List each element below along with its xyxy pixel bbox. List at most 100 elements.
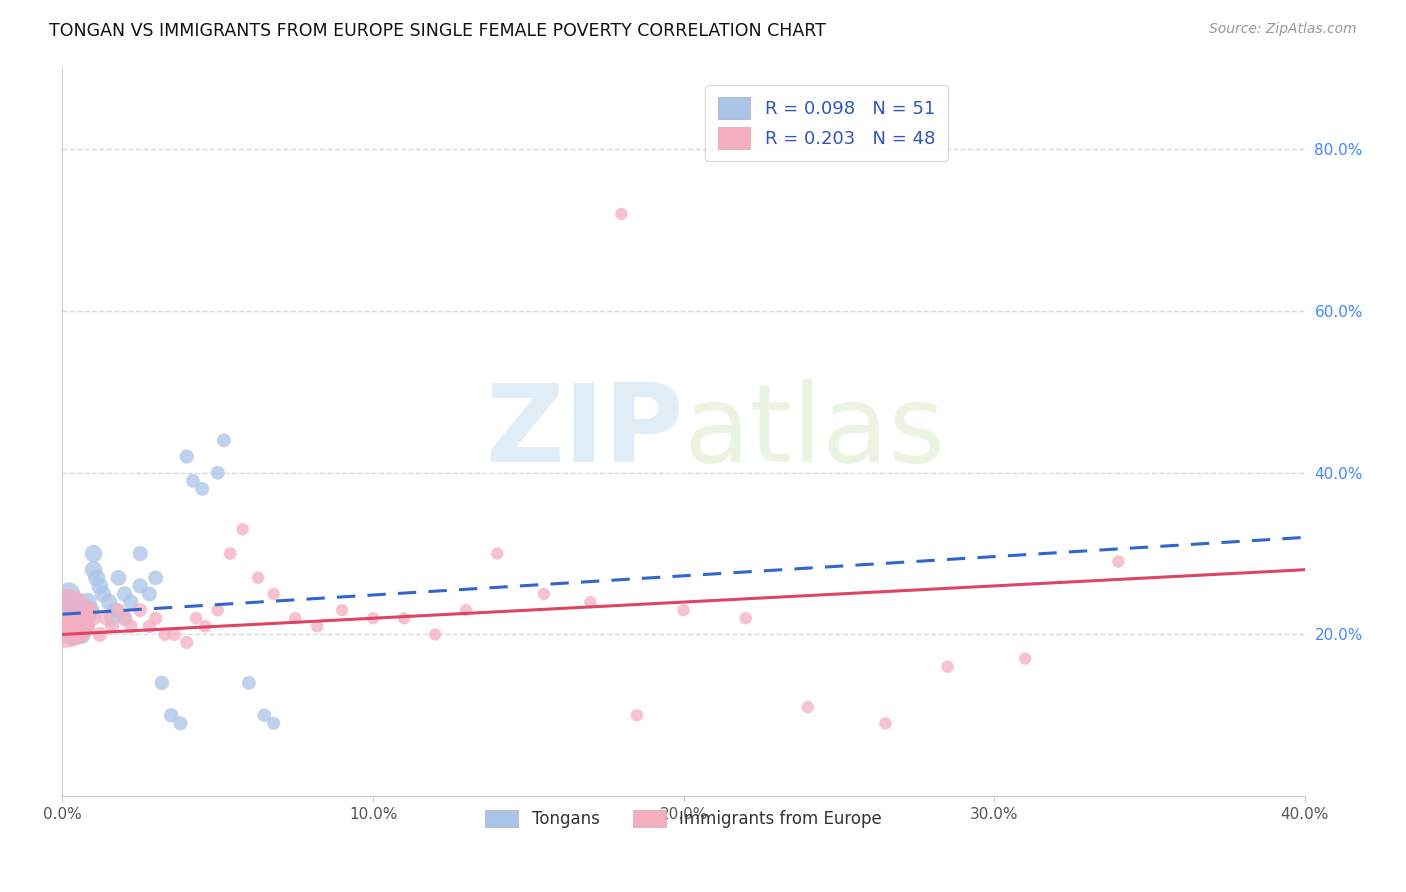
Point bbox=[263, 587, 285, 601]
Point bbox=[169, 716, 191, 731]
Point bbox=[253, 708, 276, 723]
Point bbox=[63, 611, 86, 625]
Point bbox=[181, 474, 204, 488]
Point bbox=[392, 611, 415, 625]
Point bbox=[423, 627, 446, 641]
Point bbox=[120, 595, 142, 609]
Point bbox=[63, 627, 86, 641]
Point bbox=[163, 627, 186, 641]
Point bbox=[70, 611, 93, 625]
Point bbox=[138, 587, 160, 601]
Point bbox=[176, 450, 198, 464]
Point bbox=[184, 611, 207, 625]
Point bbox=[89, 627, 111, 641]
Point bbox=[114, 587, 136, 601]
Point bbox=[936, 659, 959, 673]
Point bbox=[456, 603, 478, 617]
Point bbox=[58, 619, 80, 633]
Text: ZIP: ZIP bbox=[485, 379, 683, 485]
Point bbox=[797, 700, 820, 714]
Point bbox=[66, 619, 89, 633]
Point bbox=[875, 716, 897, 731]
Point bbox=[76, 619, 98, 633]
Point bbox=[176, 635, 198, 649]
Point bbox=[610, 207, 633, 221]
Point bbox=[160, 708, 183, 723]
Point bbox=[70, 627, 93, 641]
Point bbox=[145, 571, 167, 585]
Point bbox=[66, 611, 89, 625]
Point bbox=[361, 611, 384, 625]
Point bbox=[207, 466, 229, 480]
Point bbox=[533, 587, 555, 601]
Point bbox=[207, 603, 229, 617]
Point bbox=[60, 611, 83, 625]
Point bbox=[98, 595, 121, 609]
Point bbox=[107, 571, 129, 585]
Text: atlas: atlas bbox=[683, 379, 946, 485]
Point bbox=[70, 627, 93, 641]
Point bbox=[107, 603, 129, 617]
Point bbox=[194, 619, 217, 633]
Point bbox=[150, 676, 173, 690]
Point bbox=[83, 611, 105, 625]
Point bbox=[76, 595, 98, 609]
Point bbox=[63, 595, 86, 609]
Point bbox=[60, 619, 83, 633]
Point bbox=[129, 579, 152, 593]
Point bbox=[114, 611, 136, 625]
Point bbox=[138, 619, 160, 633]
Point bbox=[129, 547, 152, 561]
Point bbox=[79, 603, 101, 617]
Point bbox=[579, 595, 602, 609]
Point bbox=[101, 611, 124, 625]
Point bbox=[486, 547, 509, 561]
Point bbox=[55, 611, 77, 625]
Text: Source: ZipAtlas.com: Source: ZipAtlas.com bbox=[1209, 22, 1357, 37]
Point bbox=[83, 563, 105, 577]
Point bbox=[104, 603, 127, 617]
Point bbox=[153, 627, 176, 641]
Point bbox=[1107, 555, 1129, 569]
Point bbox=[66, 619, 89, 633]
Point bbox=[1014, 651, 1036, 665]
Point bbox=[73, 611, 96, 625]
Point bbox=[79, 603, 101, 617]
Point bbox=[58, 587, 80, 601]
Point bbox=[120, 619, 142, 633]
Point bbox=[60, 627, 83, 641]
Point bbox=[94, 611, 117, 625]
Point bbox=[73, 603, 96, 617]
Point bbox=[63, 627, 86, 641]
Point bbox=[114, 611, 136, 625]
Point bbox=[83, 547, 105, 561]
Point bbox=[66, 603, 89, 617]
Point bbox=[58, 603, 80, 617]
Point bbox=[86, 571, 108, 585]
Point bbox=[212, 434, 235, 448]
Point bbox=[626, 708, 648, 723]
Point bbox=[219, 547, 242, 561]
Point bbox=[91, 587, 114, 601]
Point bbox=[89, 579, 111, 593]
Point bbox=[734, 611, 756, 625]
Point bbox=[101, 619, 124, 633]
Point bbox=[60, 603, 83, 617]
Legend: Tongans, Immigrants from Europe: Tongans, Immigrants from Europe bbox=[478, 804, 889, 835]
Point bbox=[58, 619, 80, 633]
Point bbox=[55, 595, 77, 609]
Point bbox=[330, 603, 353, 617]
Point bbox=[55, 603, 77, 617]
Text: TONGAN VS IMMIGRANTS FROM EUROPE SINGLE FEMALE POVERTY CORRELATION CHART: TONGAN VS IMMIGRANTS FROM EUROPE SINGLE … bbox=[49, 22, 827, 40]
Point bbox=[307, 619, 329, 633]
Point bbox=[58, 611, 80, 625]
Point bbox=[232, 522, 254, 536]
Point bbox=[247, 571, 270, 585]
Point bbox=[76, 611, 98, 625]
Point bbox=[73, 619, 96, 633]
Point bbox=[672, 603, 695, 617]
Point bbox=[60, 611, 83, 625]
Point bbox=[263, 716, 285, 731]
Point bbox=[284, 611, 307, 625]
Point bbox=[129, 603, 152, 617]
